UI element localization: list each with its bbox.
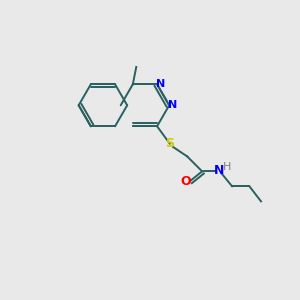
Text: N: N [156, 79, 165, 89]
Text: S: S [165, 137, 174, 150]
Text: N: N [168, 100, 177, 110]
Text: O: O [181, 175, 191, 188]
Text: N: N [214, 164, 225, 177]
Text: H: H [223, 162, 231, 172]
